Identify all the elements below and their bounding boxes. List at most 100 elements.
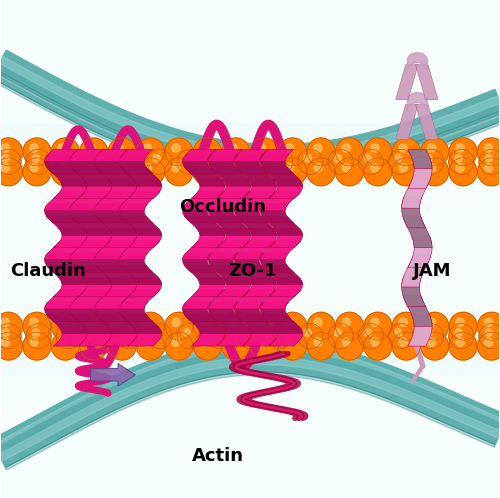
Circle shape (364, 329, 372, 337)
Circle shape (364, 154, 372, 162)
Circle shape (32, 329, 40, 337)
Circle shape (449, 149, 474, 174)
Polygon shape (70, 154, 103, 174)
Circle shape (370, 144, 379, 152)
Polygon shape (217, 277, 250, 297)
Polygon shape (70, 204, 103, 223)
Circle shape (478, 158, 500, 186)
Circle shape (183, 154, 190, 162)
Circle shape (208, 149, 233, 174)
Circle shape (136, 332, 164, 360)
Polygon shape (44, 204, 78, 223)
Polygon shape (72, 167, 112, 186)
Polygon shape (260, 204, 294, 223)
Circle shape (428, 338, 436, 347)
Circle shape (328, 149, 353, 174)
Circle shape (165, 332, 193, 360)
Polygon shape (182, 253, 216, 272)
Polygon shape (208, 241, 249, 260)
Polygon shape (260, 149, 294, 161)
Circle shape (424, 154, 432, 162)
Circle shape (314, 164, 322, 172)
Polygon shape (94, 241, 135, 260)
Polygon shape (208, 253, 242, 272)
Circle shape (136, 158, 164, 186)
Circle shape (286, 144, 294, 152)
Circle shape (455, 329, 462, 337)
Polygon shape (0, 350, 500, 467)
Polygon shape (182, 302, 216, 322)
Polygon shape (78, 327, 112, 346)
Polygon shape (234, 253, 268, 272)
Circle shape (257, 338, 266, 347)
Circle shape (194, 158, 222, 186)
Polygon shape (104, 228, 136, 248)
Circle shape (183, 329, 190, 337)
Polygon shape (78, 277, 112, 297)
Circle shape (165, 158, 193, 186)
Polygon shape (46, 265, 87, 284)
Circle shape (421, 332, 448, 360)
Circle shape (86, 149, 112, 174)
Circle shape (177, 324, 202, 349)
Circle shape (336, 138, 363, 166)
Circle shape (244, 154, 251, 162)
Circle shape (268, 324, 292, 349)
Circle shape (86, 164, 95, 172)
Circle shape (342, 318, 350, 327)
Circle shape (449, 332, 477, 360)
Circle shape (485, 154, 492, 162)
Circle shape (172, 338, 180, 347)
Polygon shape (78, 179, 112, 198)
Polygon shape (234, 302, 268, 322)
Circle shape (364, 158, 392, 186)
Polygon shape (260, 290, 301, 309)
Circle shape (214, 329, 221, 337)
Circle shape (115, 318, 123, 327)
Polygon shape (244, 179, 276, 198)
Circle shape (1, 338, 10, 347)
Circle shape (399, 164, 407, 172)
Polygon shape (234, 290, 275, 309)
Circle shape (479, 324, 500, 349)
Polygon shape (182, 290, 223, 309)
Circle shape (52, 332, 79, 360)
Circle shape (421, 312, 448, 340)
Circle shape (394, 329, 402, 337)
Circle shape (278, 138, 306, 166)
Polygon shape (0, 56, 500, 159)
Polygon shape (210, 265, 250, 284)
Polygon shape (44, 290, 85, 309)
Circle shape (147, 149, 172, 174)
Circle shape (250, 312, 278, 340)
Polygon shape (396, 105, 418, 139)
Polygon shape (260, 241, 300, 260)
Polygon shape (54, 277, 87, 297)
Polygon shape (184, 265, 225, 284)
Circle shape (328, 324, 353, 349)
Circle shape (122, 329, 130, 337)
Polygon shape (260, 154, 294, 174)
Polygon shape (94, 149, 128, 161)
Circle shape (268, 149, 292, 174)
Circle shape (30, 338, 38, 347)
Circle shape (58, 318, 66, 327)
Polygon shape (44, 302, 78, 322)
Polygon shape (0, 52, 500, 169)
Circle shape (364, 332, 392, 360)
Polygon shape (120, 204, 152, 223)
Circle shape (298, 324, 323, 349)
Polygon shape (236, 167, 277, 186)
Circle shape (136, 312, 164, 340)
Circle shape (153, 154, 160, 162)
Polygon shape (94, 204, 128, 223)
Polygon shape (94, 154, 128, 174)
Polygon shape (402, 177, 431, 208)
Circle shape (62, 329, 70, 337)
Circle shape (23, 138, 51, 166)
Circle shape (86, 144, 95, 152)
Text: Claudin: Claudin (10, 262, 86, 280)
Polygon shape (121, 314, 162, 334)
Polygon shape (234, 191, 275, 211)
Circle shape (115, 164, 123, 172)
